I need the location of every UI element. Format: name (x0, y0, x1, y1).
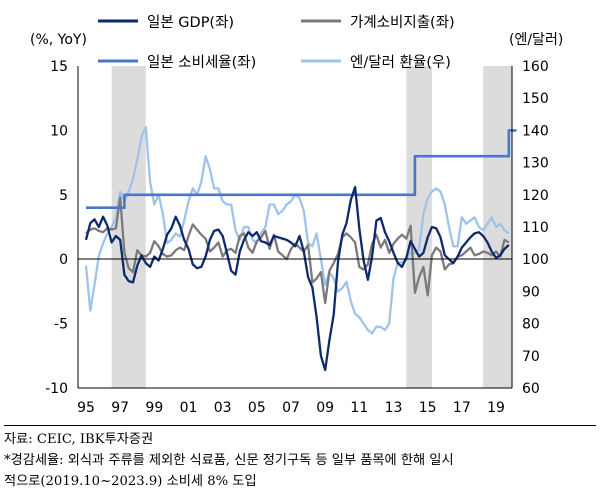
series-line-fx (84, 126, 510, 335)
recession-shading (111, 66, 512, 388)
shaded-period-1 (111, 66, 146, 388)
divider (4, 425, 596, 426)
right-tick-label: 110 (522, 220, 549, 236)
x-tick-label: 95 (77, 400, 95, 416)
series-line-gdp (84, 185, 510, 372)
source-block: 자료: CEIC, IBK투자증권 *경감세율: 외식과 주류를 제외한 식료품… (4, 425, 596, 492)
legend-item-fx: 엔/달러 환율(우) (301, 54, 451, 71)
legend-item-gdp: 일본 GDP(좌) (98, 14, 234, 31)
right-tick-label: 70 (522, 349, 540, 365)
right-tick-label: 100 (522, 252, 549, 268)
right-tick-label: 150 (522, 91, 549, 107)
left-axis-unit: (%, YoY) (30, 32, 87, 48)
x-tick-label: 01 (180, 400, 198, 416)
left-tick-label: 0 (59, 252, 68, 268)
x-tick-label: 99 (145, 400, 163, 416)
x-tick-label: 13 (385, 400, 403, 416)
left-tick-label: 5 (59, 188, 68, 204)
x-tick-label: 05 (248, 400, 266, 416)
legend-label-fx: 엔/달러 환율(우) (350, 54, 451, 71)
source-text: 자료: CEIC, IBK투자증권 (4, 432, 154, 447)
legend-label-consumption: 가계소비지출(좌) (350, 14, 455, 31)
footnote-line-1: *경감세율: 외식과 주류를 제외한 식료품, 신문 정기구독 등 일부 품목에… (4, 453, 454, 468)
legend-label-gdp: 일본 GDP(좌) (147, 14, 234, 31)
x-tick-label: 09 (316, 400, 334, 416)
left-tick-label: 10 (50, 123, 68, 139)
left-tick-label: 15 (50, 59, 68, 75)
right-tick-label: 160 (522, 59, 549, 75)
left-tick-label: -5 (54, 317, 68, 333)
right-tick-label: 140 (522, 123, 549, 139)
x-tick-label: 19 (487, 400, 505, 416)
series-line-consumption (85, 196, 510, 305)
right-tick-label: 90 (522, 284, 540, 300)
legend-item-tax-rate: 일본 소비세율(좌) (98, 54, 256, 71)
series-line-tax-rate (86, 129, 517, 209)
legend-item-consumption: 가계소비지출(좌) (301, 14, 455, 31)
tick-labels: 15 10 5 0 -5 -10 160 150 140 130 120 110 100 90 80 70 60… (45, 59, 549, 416)
right-tick-label: 120 (522, 188, 549, 204)
series-layer (84, 126, 517, 372)
right-tick-label: 80 (522, 317, 540, 333)
legend-label-tax-rate: 일본 소비세율(좌) (147, 54, 256, 71)
x-tick-label: 03 (214, 400, 232, 416)
footnote-line-2: 적으로(2019.10~2023.9) 소비세 8% 도입 (4, 474, 257, 489)
x-tick-label: 07 (282, 400, 300, 416)
frame (77, 66, 513, 389)
x-tick-label: 11 (350, 400, 368, 416)
x-tick-label: 17 (453, 400, 471, 416)
legend: 일본 GDP(좌) 가계소비지출(좌) 일본 소비세율(좌) 엔/달러 환율(우… (98, 14, 455, 71)
right-tick-label: 60 (522, 381, 540, 397)
right-tick-label: 130 (522, 156, 549, 172)
x-tick-label: 15 (419, 400, 437, 416)
x-tick-label: 97 (111, 400, 129, 416)
right-axis-unit: (엔/달러) (509, 32, 563, 48)
chart: 15 10 5 0 -5 -10 160 150 140 130 120 110 100 90 80 70 60… (30, 14, 563, 416)
left-tick-label: -10 (45, 381, 68, 397)
